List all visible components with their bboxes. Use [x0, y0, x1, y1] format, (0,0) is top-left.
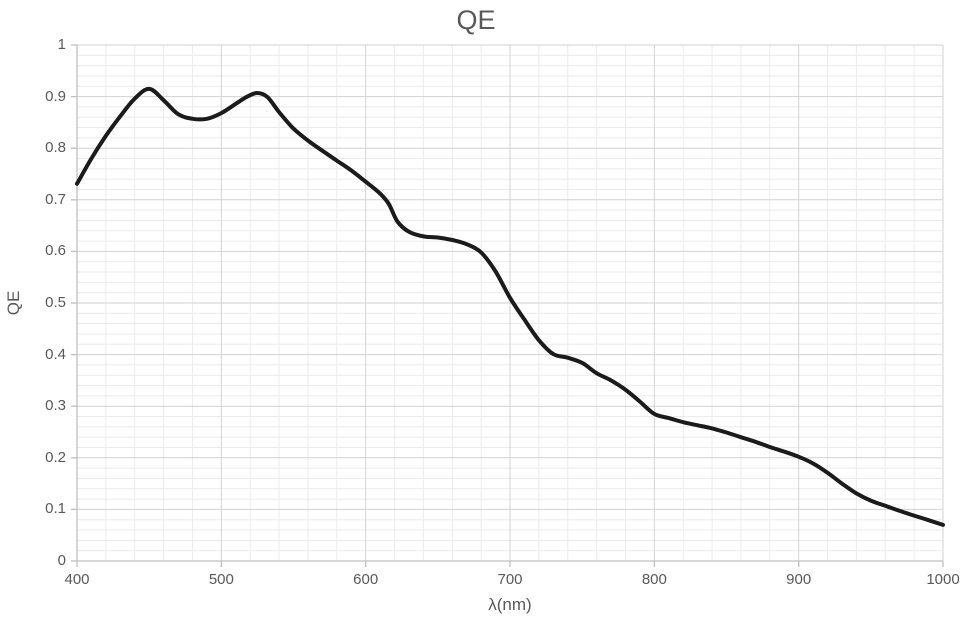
x-axis-title: λ(nm) — [488, 595, 532, 614]
major-gridlines — [77, 44, 944, 561]
y-tick-label: 0.9 — [45, 87, 66, 105]
y-tick-label: 0.5 — [45, 294, 66, 311]
y-tick-label: 0.3 — [45, 397, 66, 415]
x-tick-label: 500 — [208, 571, 234, 588]
series-lines — [75, 86, 945, 527]
x-tick-label: 400 — [64, 571, 90, 588]
y-tick-label: 0.7 — [45, 190, 66, 208]
y-tick-label: 0.4 — [45, 345, 66, 363]
x-tick-label: 900 — [786, 571, 812, 588]
y-tick-label: 0.6 — [45, 242, 66, 260]
y-tick-label: 0.2 — [45, 448, 66, 466]
x-tick-label: 600 — [353, 571, 379, 588]
y-tick-label: 0 — [57, 552, 66, 569]
x-tick-label: 800 — [641, 571, 667, 588]
x-tick-label: 1000 — [926, 571, 960, 588]
x-tick-label: 700 — [497, 571, 523, 588]
y-tick-label: 1 — [57, 36, 66, 53]
y-axis-title: QE — [4, 290, 23, 316]
axes — [71, 44, 944, 567]
y-tick-label: 0.8 — [45, 139, 66, 157]
y-tick-label: 0.1 — [45, 500, 66, 518]
qe-curve — [75, 86, 945, 527]
chart-title: QE — [456, 5, 496, 35]
